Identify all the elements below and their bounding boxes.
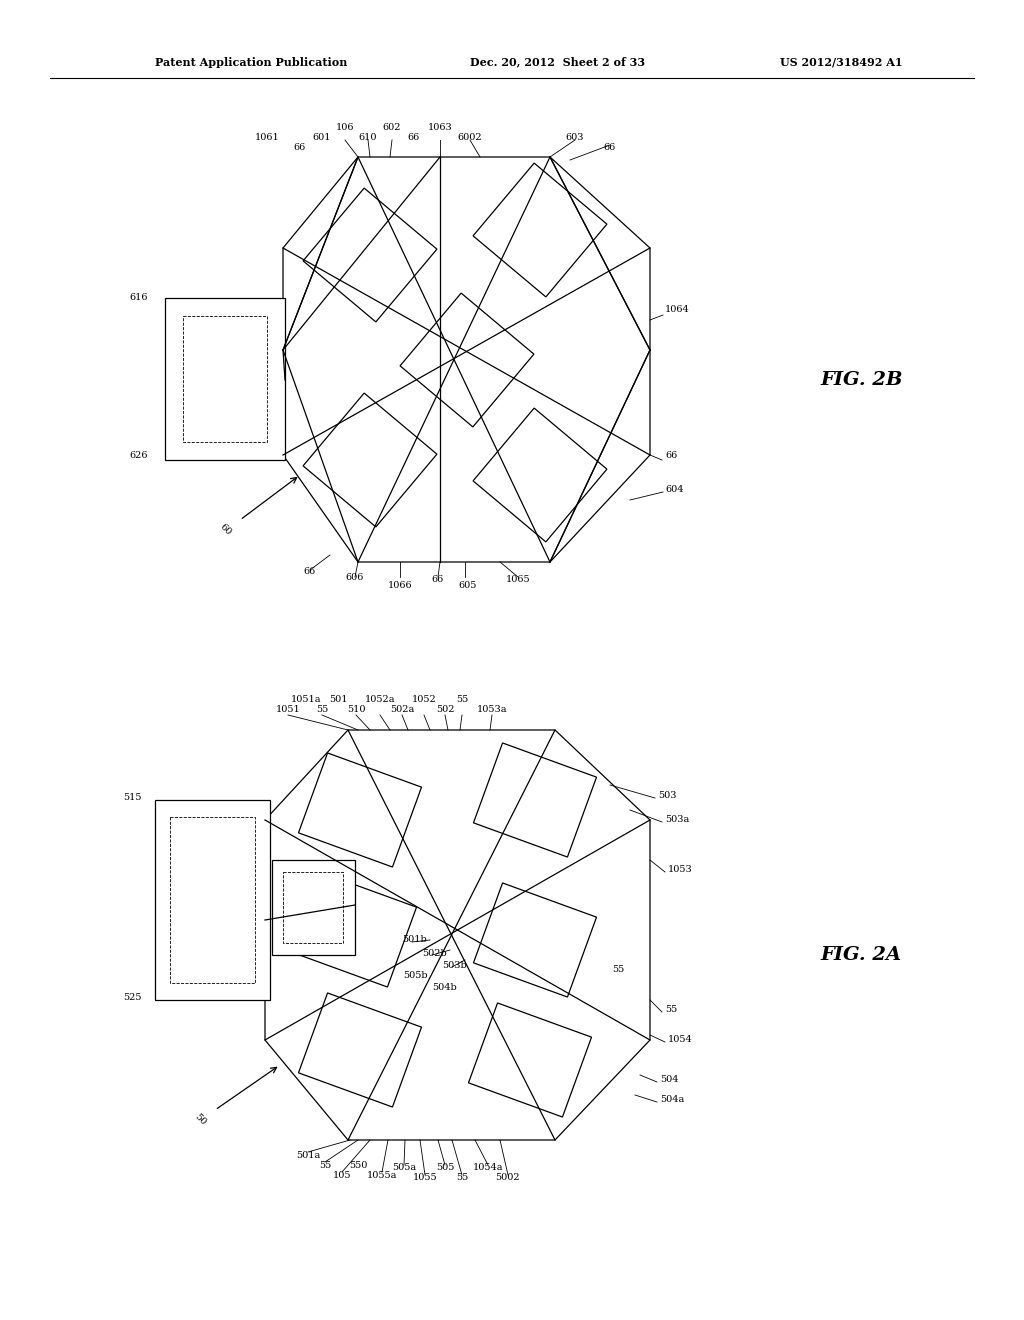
Text: 1063: 1063 bbox=[428, 124, 453, 132]
Text: 504: 504 bbox=[660, 1076, 679, 1085]
Polygon shape bbox=[473, 883, 597, 997]
Text: 1051: 1051 bbox=[275, 705, 300, 714]
Text: 604: 604 bbox=[665, 486, 683, 495]
Text: 55: 55 bbox=[665, 1006, 677, 1015]
Text: 616: 616 bbox=[129, 293, 148, 302]
Polygon shape bbox=[303, 187, 437, 322]
Text: 502b: 502b bbox=[423, 949, 447, 957]
Text: 1053a: 1053a bbox=[477, 705, 507, 714]
Text: 605: 605 bbox=[459, 581, 477, 590]
Text: 55: 55 bbox=[612, 965, 624, 974]
Text: 55: 55 bbox=[318, 1160, 331, 1170]
Text: 610: 610 bbox=[358, 133, 377, 143]
Polygon shape bbox=[400, 293, 534, 426]
Text: US 2012/318492 A1: US 2012/318492 A1 bbox=[780, 57, 902, 67]
Text: 1054a: 1054a bbox=[473, 1163, 503, 1172]
Text: 66: 66 bbox=[432, 576, 444, 585]
Text: 502: 502 bbox=[436, 705, 455, 714]
Text: 55: 55 bbox=[456, 1173, 468, 1183]
Text: 602: 602 bbox=[383, 124, 401, 132]
Text: Dec. 20, 2012  Sheet 2 of 33: Dec. 20, 2012 Sheet 2 of 33 bbox=[470, 57, 645, 67]
Text: 1064: 1064 bbox=[665, 305, 690, 314]
Text: 50: 50 bbox=[193, 1113, 208, 1127]
Text: 66: 66 bbox=[604, 144, 616, 153]
Text: 515: 515 bbox=[124, 792, 142, 801]
Text: 1065: 1065 bbox=[506, 576, 530, 585]
Text: 1051a: 1051a bbox=[291, 696, 322, 705]
Text: 60: 60 bbox=[217, 523, 232, 537]
Text: 55: 55 bbox=[456, 696, 468, 705]
Text: 525: 525 bbox=[124, 993, 142, 1002]
Text: 626: 626 bbox=[129, 450, 148, 459]
Text: 1052a: 1052a bbox=[365, 696, 395, 705]
Text: 503b: 503b bbox=[442, 961, 467, 969]
Polygon shape bbox=[473, 408, 607, 543]
Text: 1054: 1054 bbox=[668, 1035, 693, 1044]
Text: FIG. 2B: FIG. 2B bbox=[820, 371, 902, 389]
Text: Patent Application Publication: Patent Application Publication bbox=[155, 57, 347, 67]
Text: 66: 66 bbox=[304, 568, 316, 577]
Text: 504a: 504a bbox=[660, 1096, 684, 1105]
Text: 503a: 503a bbox=[665, 816, 689, 825]
Polygon shape bbox=[155, 800, 270, 1001]
Text: 1055: 1055 bbox=[413, 1173, 437, 1183]
Text: 550: 550 bbox=[349, 1160, 368, 1170]
Text: 501: 501 bbox=[329, 696, 347, 705]
Text: 105: 105 bbox=[333, 1171, 351, 1180]
Text: 505b: 505b bbox=[402, 970, 427, 979]
Text: 106: 106 bbox=[336, 124, 354, 132]
Text: 601: 601 bbox=[312, 133, 331, 143]
Text: 1053: 1053 bbox=[668, 866, 693, 874]
Text: 505a: 505a bbox=[392, 1163, 416, 1172]
Polygon shape bbox=[468, 1003, 592, 1117]
Text: 1066: 1066 bbox=[388, 581, 413, 590]
Text: 66: 66 bbox=[408, 133, 420, 143]
Text: 5002: 5002 bbox=[496, 1173, 520, 1183]
Text: 603: 603 bbox=[565, 133, 585, 143]
Polygon shape bbox=[272, 861, 355, 954]
Text: 66: 66 bbox=[294, 144, 306, 153]
Text: 55: 55 bbox=[315, 705, 328, 714]
Text: 501b: 501b bbox=[402, 936, 427, 945]
Text: 606: 606 bbox=[346, 573, 365, 582]
Text: 505: 505 bbox=[436, 1163, 455, 1172]
Polygon shape bbox=[165, 298, 285, 459]
Polygon shape bbox=[298, 993, 422, 1107]
Text: 1052: 1052 bbox=[412, 696, 436, 705]
Text: 503: 503 bbox=[658, 791, 677, 800]
Text: 502a: 502a bbox=[390, 705, 414, 714]
Polygon shape bbox=[473, 743, 597, 857]
Text: 1055a: 1055a bbox=[367, 1171, 397, 1180]
Text: 510: 510 bbox=[347, 705, 366, 714]
Text: 1061: 1061 bbox=[255, 133, 280, 143]
Text: 6002: 6002 bbox=[458, 133, 482, 143]
Text: 504b: 504b bbox=[432, 983, 458, 993]
Text: 501a: 501a bbox=[296, 1151, 321, 1159]
Polygon shape bbox=[473, 164, 607, 297]
Text: 66: 66 bbox=[665, 450, 677, 459]
Polygon shape bbox=[294, 873, 417, 987]
Text: FIG. 2A: FIG. 2A bbox=[820, 946, 901, 964]
Polygon shape bbox=[298, 752, 422, 867]
Polygon shape bbox=[303, 393, 437, 527]
